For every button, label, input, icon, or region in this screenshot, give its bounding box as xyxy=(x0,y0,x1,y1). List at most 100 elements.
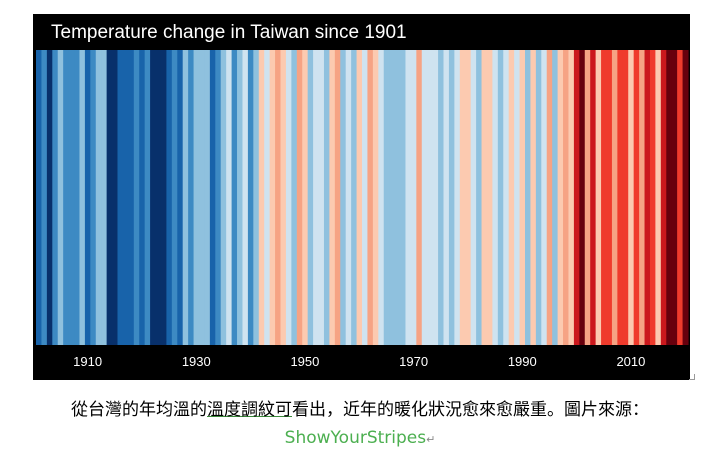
stripe-1985 xyxy=(492,50,499,345)
stripe-2018 xyxy=(671,50,678,345)
stripe-1954 xyxy=(323,50,330,345)
stripe-1972 xyxy=(421,50,428,345)
stripe-1920 xyxy=(139,50,146,345)
stripe-1955 xyxy=(329,50,336,345)
stripe-1978 xyxy=(454,50,461,345)
stripe-1916 xyxy=(117,50,124,345)
stripe-1961 xyxy=(362,50,369,345)
caption-block: 從台灣的年均溫的溫度調紋可看出，近年的暖化狀況愈來愈嚴重。圖片來源： ShowY… xyxy=(0,395,720,448)
stripe-1908 xyxy=(74,50,81,345)
stripe-1926 xyxy=(171,50,178,345)
stripe-2000 xyxy=(573,50,580,345)
stripe-2010 xyxy=(628,50,635,345)
stripe-1963 xyxy=(372,50,379,345)
stripe-2006 xyxy=(606,50,613,345)
stripe-1959 xyxy=(351,50,358,345)
stripe-1912 xyxy=(95,50,102,345)
stripe-1957 xyxy=(340,50,347,345)
stripe-2013 xyxy=(644,50,651,345)
stripe-1990 xyxy=(519,50,526,345)
stripe-2012 xyxy=(639,50,646,345)
corner-mark xyxy=(689,374,695,380)
stripe-1996 xyxy=(552,50,559,345)
stripe-2002 xyxy=(584,50,591,345)
stripe-2017 xyxy=(666,50,673,345)
warming-stripes-figure: 1910 1930 1950 1970 1990 2010 Temperature cha… xyxy=(33,14,690,380)
stripe-1922 xyxy=(150,50,157,345)
stripe-1997 xyxy=(557,50,564,345)
stripe-1971 xyxy=(416,50,423,345)
stripe-1901 xyxy=(36,50,43,345)
x-tick-label-2010: 2010 xyxy=(616,354,645,369)
caption-part-2: 看出，近年的暖化狀況愈來愈嚴重。圖片來源： xyxy=(292,400,649,420)
stripe-1950 xyxy=(302,50,309,345)
stripe-1941 xyxy=(253,50,260,345)
stripe-1969 xyxy=(405,50,412,345)
stripe-1945 xyxy=(275,50,282,345)
stripe-1929 xyxy=(188,50,195,345)
stripe-1930 xyxy=(193,50,200,345)
stripe-1986 xyxy=(497,50,504,345)
stripe-2008 xyxy=(617,50,624,345)
stripe-1968 xyxy=(400,50,407,345)
stripe-1932 xyxy=(204,50,211,345)
stripe-1927 xyxy=(177,50,184,345)
source-link[interactable]: ShowYourStripes xyxy=(284,428,427,448)
stripe-1938 xyxy=(237,50,244,345)
stripe-2011 xyxy=(633,50,640,345)
stripe-1999 xyxy=(568,50,575,345)
stripe-1902 xyxy=(41,50,48,345)
stripe-1975 xyxy=(438,50,445,345)
stripe-1983 xyxy=(481,50,488,345)
stripes-chart: 1910 1930 1950 1970 1990 2010 xyxy=(36,50,689,369)
stripe-1944 xyxy=(269,50,276,345)
stripe-1921 xyxy=(144,50,151,345)
stripe-1974 xyxy=(432,50,439,345)
stripe-1923 xyxy=(155,50,162,345)
stripe-1917 xyxy=(122,50,129,345)
stripe-1910 xyxy=(84,50,91,345)
stripe-1976 xyxy=(443,50,450,345)
stripe-1956 xyxy=(334,50,341,345)
stripe-1989 xyxy=(514,50,521,345)
stripe-1949 xyxy=(296,50,303,345)
stripe-1953 xyxy=(318,50,325,345)
stripe-1984 xyxy=(486,50,493,345)
x-tick-label-1970: 1970 xyxy=(399,354,428,369)
stripe-2003 xyxy=(590,50,597,345)
stripe-1994 xyxy=(541,50,548,345)
stripe-1966 xyxy=(389,50,396,345)
stripe-1970 xyxy=(410,50,417,345)
stripe-1965 xyxy=(383,50,390,345)
caption-underlined-phrase: 溫度調紋可 xyxy=(207,400,292,420)
stripe-1934 xyxy=(215,50,222,345)
stripe-1928 xyxy=(182,50,189,345)
stripe-1931 xyxy=(199,50,206,345)
stripe-1951 xyxy=(307,50,314,345)
x-tick-label-1930: 1930 xyxy=(182,354,211,369)
stripe-1979 xyxy=(459,50,466,345)
stripe-1940 xyxy=(247,50,254,345)
stripe-1993 xyxy=(535,50,542,345)
stripe-1909 xyxy=(79,50,86,345)
source-line: ShowYourStripes↵ xyxy=(0,428,720,448)
stripe-1980 xyxy=(465,50,472,345)
stripe-2014 xyxy=(649,50,656,345)
caption-part-1: 從台灣的年均溫的 xyxy=(71,400,207,420)
stripe-2009 xyxy=(622,50,629,345)
stripe-1906 xyxy=(63,50,70,345)
x-tick-label-1990: 1990 xyxy=(508,354,537,369)
stripe-1925 xyxy=(166,50,173,345)
stripe-1960 xyxy=(356,50,363,345)
stripe-1991 xyxy=(525,50,532,345)
stripe-2007 xyxy=(611,50,618,345)
stripe-1943 xyxy=(264,50,271,345)
stripe-1977 xyxy=(448,50,455,345)
stripe-1946 xyxy=(280,50,287,345)
stripe-1958 xyxy=(345,50,352,345)
x-tick-label-1910: 1910 xyxy=(73,354,102,369)
stripe-1942 xyxy=(258,50,265,345)
stripe-1919 xyxy=(133,50,140,345)
stripe-1995 xyxy=(546,50,553,345)
x-tick-label-1950: 1950 xyxy=(290,354,319,369)
